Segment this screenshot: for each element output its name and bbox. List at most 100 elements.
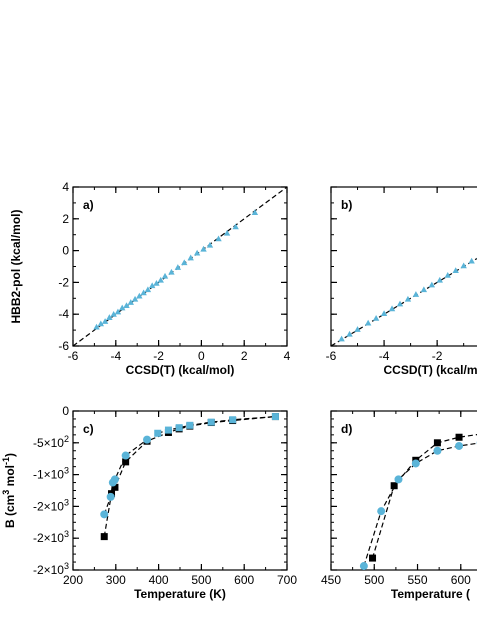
x-tick-label: 0 bbox=[198, 349, 205, 363]
x-tick-label: 200 bbox=[63, 573, 83, 587]
data-point-triangle bbox=[101, 318, 109, 324]
plot-frame bbox=[72, 410, 288, 571]
data-point-triangle bbox=[153, 279, 160, 286]
panel-label: c) bbox=[83, 422, 94, 436]
panel-c: 200 300 400 500 600 700 0 -5×102 -1×103 -2×103 -2×… bbox=[1, 404, 297, 601]
y-tick-label: 0 bbox=[62, 244, 69, 258]
x-tick-label: 450 bbox=[321, 573, 341, 587]
x-tick-label: 4 bbox=[284, 349, 291, 363]
x-tick-label: 500 bbox=[191, 573, 211, 587]
x-axis-label: Temperature (K) bbox=[134, 587, 226, 601]
data-point-triangle bbox=[428, 281, 436, 288]
data-point-circle bbox=[455, 441, 464, 450]
data-point-triangle bbox=[187, 254, 194, 261]
y-tick-label: 4 bbox=[62, 180, 69, 194]
data-point-triangle bbox=[110, 311, 117, 317]
y-tick-label: -2×103 bbox=[33, 497, 69, 513]
data-point-square bbox=[207, 418, 215, 426]
panel-b: -6-4-20b)CCSD(T) (kcal/m bbox=[326, 186, 477, 377]
data-point-square bbox=[154, 429, 162, 437]
x-tick-label: 2 bbox=[241, 349, 248, 363]
data-point-triangle bbox=[232, 223, 239, 230]
data-point-circle bbox=[106, 492, 115, 501]
data-point-circle bbox=[394, 475, 403, 484]
y-tick-label: 2 bbox=[62, 212, 69, 226]
data-point-triangle bbox=[206, 241, 214, 248]
panel-d: 450500550600650d)Temperature ( bbox=[321, 410, 477, 601]
data-point-square bbox=[390, 482, 398, 490]
series-line bbox=[103, 439, 148, 515]
panel-label: a) bbox=[83, 198, 94, 212]
x-axis-label: CCSD(T) (kcal/mol) bbox=[126, 363, 235, 377]
data-point-circle bbox=[121, 451, 130, 460]
panel-label: d) bbox=[341, 422, 352, 436]
data-point-triangle bbox=[346, 330, 353, 337]
data-point-triangle bbox=[93, 323, 100, 330]
data-point-square bbox=[229, 416, 237, 424]
data-point-triangle bbox=[161, 272, 169, 279]
data-point-triangle bbox=[404, 295, 412, 302]
x-tick-label: -4 bbox=[379, 349, 390, 363]
data-point-triangle bbox=[168, 268, 175, 275]
data-point-triangle bbox=[181, 259, 188, 266]
data-point-square bbox=[455, 433, 463, 441]
y-tick-label: -4 bbox=[58, 307, 69, 321]
x-tick-label: -4 bbox=[110, 349, 121, 363]
data-point-square bbox=[164, 426, 172, 434]
data-point-triangle bbox=[354, 326, 361, 332]
plot-frame bbox=[330, 186, 477, 347]
data-point-circle bbox=[433, 446, 442, 455]
data-point-triangle bbox=[136, 292, 143, 299]
data-point-circle bbox=[143, 435, 152, 444]
data-point-square bbox=[271, 413, 279, 421]
data-point-triangle bbox=[140, 289, 147, 296]
data-point-square bbox=[369, 554, 377, 562]
data-point-square bbox=[111, 483, 119, 491]
series-line bbox=[363, 442, 477, 567]
y-axis-label: HBB2-pol (kcal/mol) bbox=[9, 209, 23, 323]
y-tick-label: -2×103 bbox=[33, 529, 69, 545]
series-line bbox=[103, 415, 276, 537]
y-tick-label: -1×103 bbox=[33, 466, 69, 482]
y-tick-label: -2 bbox=[58, 275, 69, 289]
x-tick-label: 550 bbox=[408, 573, 428, 587]
data-point-circle bbox=[377, 507, 386, 516]
data-point-triangle bbox=[444, 272, 451, 278]
data-point-triangle bbox=[364, 319, 372, 326]
data-point-triangle bbox=[97, 320, 105, 327]
data-point-square bbox=[433, 439, 441, 447]
data-point-triangle bbox=[193, 249, 201, 256]
x-tick-label: -2 bbox=[153, 349, 164, 363]
data-point-triangle bbox=[436, 276, 443, 283]
data-point-triangle bbox=[119, 304, 126, 311]
data-point-square bbox=[175, 424, 183, 432]
panel-a: -6 -4 -2 0 2 4 -6 -4 -2 0 2 4 a) CCSD(T) (kcal/mol) HB… bbox=[9, 180, 291, 377]
data-point-triangle bbox=[200, 245, 207, 252]
data-point-circle bbox=[359, 562, 368, 570]
data-point-triangle bbox=[127, 299, 134, 305]
y-tick-label: -2×103 bbox=[33, 561, 69, 577]
data-point-square bbox=[186, 421, 194, 429]
x-tick-label: -2 bbox=[432, 349, 443, 363]
x-tick-label: 600 bbox=[451, 573, 471, 587]
data-point-square bbox=[100, 533, 108, 541]
y-axis-label: B (cm3 mol-1) bbox=[1, 453, 17, 528]
data-point-triangle bbox=[114, 308, 122, 315]
data-point-triangle bbox=[468, 257, 475, 264]
series-line bbox=[371, 433, 477, 559]
data-point-circle bbox=[110, 475, 119, 484]
data-point-triangle bbox=[420, 286, 428, 293]
x-axis-label: Temperature ( bbox=[391, 587, 470, 601]
data-point-triangle bbox=[123, 302, 130, 309]
x-tick-label: 300 bbox=[106, 573, 126, 587]
x-tick-label: 600 bbox=[234, 573, 254, 587]
data-point-triangle bbox=[148, 282, 156, 289]
y-tick-label: 0 bbox=[62, 404, 69, 418]
data-point-circle bbox=[100, 510, 109, 519]
data-point-triangle bbox=[412, 291, 420, 297]
panel-label: b) bbox=[341, 198, 352, 212]
y-tick-label: -5×102 bbox=[33, 434, 69, 450]
x-axis-label: CCSD(T) (kcal/m bbox=[383, 363, 477, 377]
data-point-triangle bbox=[372, 314, 380, 321]
